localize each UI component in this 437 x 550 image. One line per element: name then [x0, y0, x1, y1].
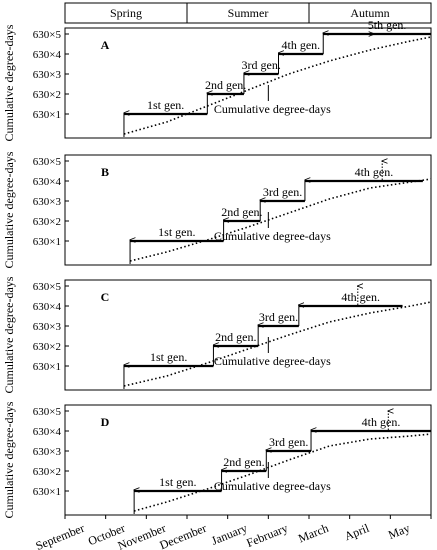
- y-tick-label: 630×1: [33, 236, 61, 248]
- y-tick-label: 630×2: [33, 466, 61, 478]
- month-label: January: [209, 521, 249, 548]
- generation-label: 3rd gen.: [242, 58, 281, 72]
- season-bar-frame: [64, 2, 432, 24]
- plot-frame: [64, 279, 432, 391]
- season-label-spring: Spring: [110, 6, 142, 20]
- plot-frame: [64, 27, 432, 139]
- y-tick-label: 630×1: [33, 109, 61, 121]
- panel-letter: B: [101, 165, 109, 179]
- generation-label: 1st gen.: [158, 225, 195, 239]
- generation-label: 2nd gen.: [223, 455, 264, 469]
- curve-label: Cumulative degree-days: [214, 479, 331, 493]
- panel-b: 630×1 630×2 630×3 630×4 630×5 Cumulative degr…: [2, 151, 432, 268]
- month-label: December: [157, 521, 208, 550]
- panel-a: 630×1 630×2 630×3 630×4 630×5 Cumulative degr…: [2, 18, 432, 141]
- generation-label: 1st gen.: [147, 98, 184, 112]
- y-tick-label: 630×3: [33, 321, 62, 333]
- generation-label: 4th gen.: [355, 165, 394, 179]
- month-label: April: [342, 521, 371, 544]
- generation-label: 3rd gen.: [259, 310, 298, 324]
- panel-letter: D: [101, 415, 110, 429]
- cumulative-curve: [123, 301, 432, 387]
- panel-letter: C: [101, 290, 110, 304]
- month-label: March: [296, 521, 330, 546]
- panel-c: 630×1 630×2 630×3 630×4 630×5 Cumulative degr…: [2, 276, 432, 393]
- generation-label: 2nd gen.: [205, 78, 246, 92]
- generation-label: 4th gen.: [282, 38, 321, 52]
- season-label-autumn: Autumn: [350, 6, 389, 20]
- generation-label: 2nd gen.: [215, 330, 256, 344]
- y-tick-label: 630×3: [33, 69, 62, 81]
- cumulative-curve: [133, 433, 432, 512]
- curve-label: Cumulative degree-days: [214, 354, 331, 368]
- generation-label: 4th gen.: [341, 290, 380, 304]
- y-tick-label: 630×5: [33, 281, 62, 293]
- panel-d: 630×1 630×2 630×3 630×4 630×5 Cumulative degr…: [2, 401, 432, 518]
- curve-label: Cumulative degree-days: [214, 102, 331, 116]
- season-bar: Spring Summer Autumn: [64, 2, 432, 24]
- generation-label: 1st gen.: [159, 475, 196, 489]
- y-tick-label: 630×4: [33, 176, 62, 188]
- generation-label: 2nd gen.: [221, 205, 262, 219]
- generation-label: 3rd gen.: [263, 185, 302, 199]
- y-axis-label: Cumulative degree-days: [2, 151, 16, 268]
- y-tick-label: 630×5: [33, 406, 62, 418]
- y-tick-label: 630×2: [33, 89, 61, 101]
- y-tick-label: 630×5: [33, 156, 62, 168]
- generation-label: 5th gen.: [368, 18, 407, 32]
- y-tick-label: 630×3: [33, 446, 62, 458]
- y-tick-label: 630×1: [33, 361, 61, 373]
- y-axis-label: Cumulative degree-days: [2, 276, 16, 393]
- y-tick-label: 630×2: [33, 341, 61, 353]
- panel-letter: A: [101, 38, 110, 52]
- y-tick-label: 630×4: [33, 301, 62, 313]
- plot-frame: [64, 154, 432, 266]
- y-tick-label: 630×1: [33, 486, 61, 498]
- cumulative-curve: [123, 36, 432, 135]
- y-axis-label: Cumulative degree-days: [2, 24, 16, 141]
- generation-label: 3rd gen.: [269, 435, 308, 449]
- month-label: September: [34, 521, 87, 550]
- y-tick-label: 630×5: [33, 29, 62, 41]
- generation-label: 4th gen.: [362, 415, 401, 429]
- month-label: February: [244, 521, 289, 550]
- season-label-summer: Summer: [228, 6, 269, 20]
- y-tick-label: 630×2: [33, 216, 61, 228]
- y-tick-label: 630×4: [33, 426, 62, 438]
- y-tick-label: 630×3: [33, 196, 62, 208]
- y-axis-label: Cumulative degree-days: [2, 401, 16, 518]
- plot-frame: [64, 404, 432, 516]
- curve-label: Cumulative degree-days: [214, 229, 331, 243]
- y-tick-label: 630×4: [33, 49, 62, 61]
- generation-label: 1st gen.: [150, 350, 187, 364]
- month-label: May: [386, 521, 412, 542]
